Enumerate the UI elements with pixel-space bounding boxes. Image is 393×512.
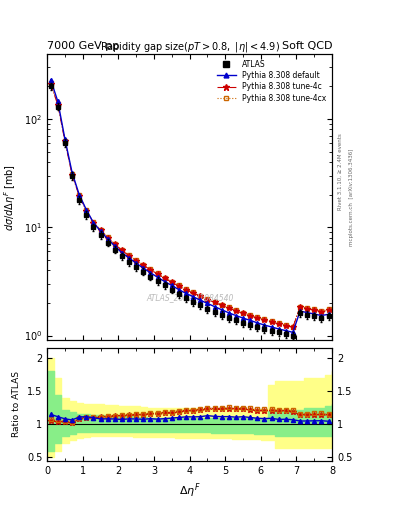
Y-axis label: Ratio to ATLAS: Ratio to ATLAS [12, 372, 21, 437]
Text: Soft QCD: Soft QCD [282, 41, 332, 51]
Legend: ATLAS, Pythia 8.308 default, Pythia 8.308 tune-4c, Pythia 8.308 tune-4cx: ATLAS, Pythia 8.308 default, Pythia 8.30… [214, 57, 328, 105]
Text: mcplots.cern.ch  [arXiv:1306.3436]: mcplots.cern.ch [arXiv:1306.3436] [349, 148, 354, 246]
Title: Rapidity gap size$(pT > 0.8,\ |\eta| < 4.9)$: Rapidity gap size$(pT > 0.8,\ |\eta| < 4… [99, 40, 280, 54]
Y-axis label: $d\sigma/d\Delta\eta^{F}$ [mb]: $d\sigma/d\Delta\eta^{F}$ [mb] [2, 164, 18, 230]
Text: 7000 GeV pp: 7000 GeV pp [47, 41, 119, 51]
Text: Rivet 3.1.10, ≥ 2.4M events: Rivet 3.1.10, ≥ 2.4M events [338, 133, 342, 210]
Text: ATLAS_2012_I1084540: ATLAS_2012_I1084540 [146, 293, 233, 302]
X-axis label: $\Delta\eta^{F}$: $\Delta\eta^{F}$ [179, 481, 200, 500]
